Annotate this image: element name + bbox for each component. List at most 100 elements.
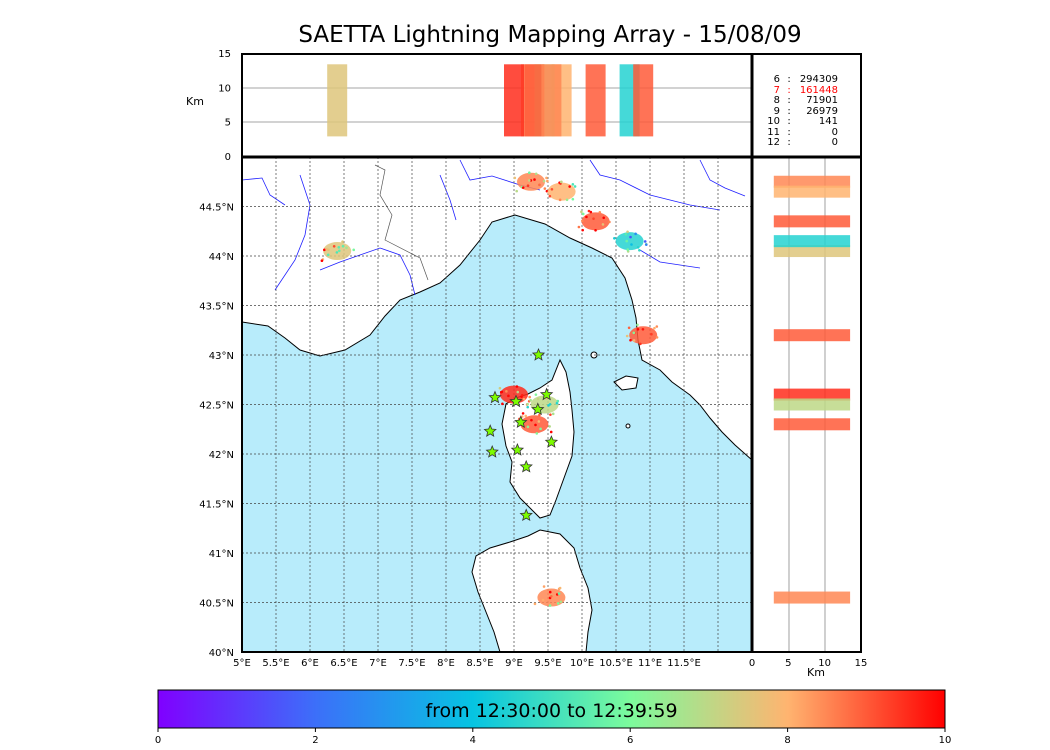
altitude-lon-cluster [585, 64, 606, 137]
lightning-point [535, 432, 539, 435]
lightning-point [558, 586, 562, 590]
lightning-point [528, 395, 531, 399]
lightning-cluster [517, 172, 545, 191]
lightning-point [526, 402, 529, 406]
lightning-point [632, 339, 636, 342]
lightning-point [655, 325, 659, 328]
lightning-point [337, 249, 341, 253]
lightning-point [565, 198, 569, 202]
lightning-point [629, 235, 632, 239]
colorbar-tick-label: 4 [470, 735, 476, 746]
lightning-point [545, 189, 549, 193]
station-star [519, 508, 533, 522]
colorbar-tick-label: 2 [312, 735, 318, 746]
lightning-point [520, 393, 524, 397]
altitude-lat-cluster [773, 175, 851, 188]
station-count-value: 0 [831, 126, 838, 138]
map-y-tick-label: 44.5°N [199, 203, 234, 214]
map-lightning-clusters [320, 171, 659, 607]
station-star [544, 435, 559, 448]
colorbar-tick-label: 10 [939, 735, 952, 746]
map-y-tick-label: 42.5°N [199, 401, 234, 412]
station-count-level: 7 [773, 84, 780, 96]
lightning-point [516, 390, 520, 394]
lightning-point [613, 236, 616, 240]
lightning-point [541, 598, 545, 602]
lightning-point [522, 397, 526, 401]
altitude-lon-cluster [524, 64, 545, 137]
altitude-lon-cluster [633, 64, 654, 137]
lightning-point [526, 405, 530, 409]
top-panel [242, 54, 752, 157]
sea-area [242, 214, 752, 652]
lightning-point [526, 184, 530, 188]
lightning-cluster [629, 326, 658, 345]
lightning-point [546, 179, 549, 183]
station-count-value: 0 [831, 137, 838, 148]
station-count-value: 141 [818, 116, 838, 127]
station-count-level: 11 [767, 126, 780, 138]
country-borders [374, 164, 429, 281]
lightning-point [581, 219, 584, 223]
lightning-point [639, 342, 642, 346]
lightning-point [556, 399, 560, 403]
station-count-level: 12 [767, 137, 780, 148]
altitude-lat-cluster [773, 398, 851, 411]
lightning-point [587, 209, 591, 213]
colorbar-tick-label: 0 [155, 735, 161, 746]
altitude-lat-cluster [773, 245, 851, 258]
lightning-point [542, 585, 546, 588]
lightning-point [629, 338, 632, 342]
right-panel-xlabel: Km [807, 666, 825, 679]
station-star [519, 459, 533, 473]
lightning-point [548, 403, 552, 406]
station-star [510, 442, 525, 456]
lightning-point [513, 176, 517, 180]
map-x-tick-label: 9°E [505, 658, 523, 669]
lightning-point [533, 178, 536, 181]
lightning-point [341, 240, 344, 244]
map-y-tick-label: 44°N [209, 252, 234, 263]
altitude-lat-cluster [773, 215, 851, 228]
lightning-cluster [615, 232, 644, 251]
station-star [531, 347, 546, 361]
lightning-point [500, 390, 504, 394]
sensor-stations [483, 347, 559, 522]
top-y-tick-label: 10 [218, 83, 231, 94]
map-y-tick-label: 40°N [209, 648, 234, 659]
station-count-row: 10: 141 [760, 116, 850, 128]
lightning-point [505, 390, 508, 393]
elba-island [613, 375, 639, 391]
lightning-point [521, 186, 525, 189]
lightning-point [543, 187, 547, 190]
map-x-tick-label: 10.5°E [599, 658, 633, 669]
lightning-point [326, 253, 330, 257]
lightning-point [568, 185, 571, 188]
station-count-level: 9 [773, 105, 780, 117]
station-count-level: 10 [767, 116, 780, 127]
station-count-separator: : [787, 126, 791, 138]
lightning-point [337, 246, 341, 249]
giglio-island [625, 423, 631, 429]
map-y-tick-label: 43.5°N [199, 302, 234, 313]
altitude-lat-cluster [773, 591, 851, 604]
lightning-point [538, 413, 541, 417]
map-x-tick-label: 7°E [369, 658, 387, 669]
lightning-point [601, 223, 605, 226]
lightning-point [573, 185, 577, 188]
lightning-point [335, 251, 339, 254]
map-x-tick-label: 5.5°E [262, 658, 289, 669]
map-x-tick-label: 7.5°E [398, 658, 425, 669]
colorbar-tick-label: 6 [627, 735, 633, 746]
lightning-point [624, 232, 628, 236]
lightning-point [641, 327, 645, 331]
lightning-point [655, 336, 659, 339]
top-panel-ylabel: Km [186, 95, 204, 108]
lightning-point [528, 171, 531, 175]
lightning-point [571, 183, 575, 186]
lightning-point [602, 216, 606, 220]
map-x-tick-label: 11.5°E [667, 658, 701, 669]
station-star [539, 387, 554, 401]
station-count-value: 161448 [799, 84, 838, 96]
lightning-point [650, 332, 653, 336]
